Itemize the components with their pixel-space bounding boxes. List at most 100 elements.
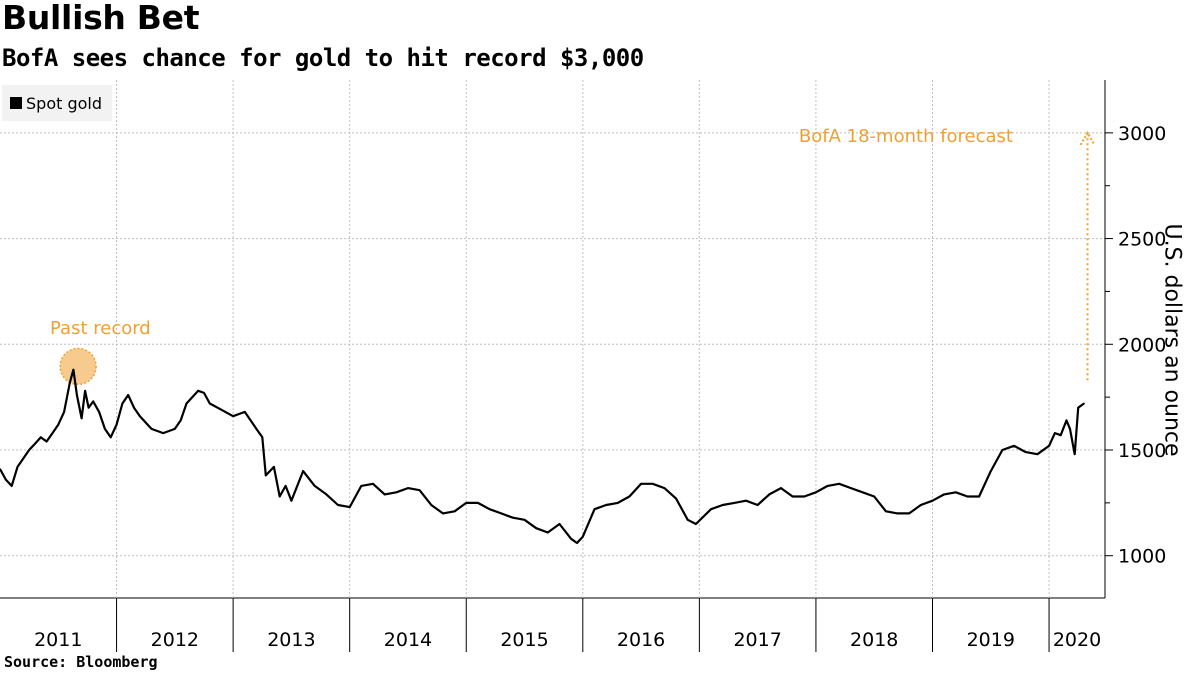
data-point <box>69 381 71 384</box>
data-point <box>838 483 841 485</box>
y-tick-label-2500: 2500 <box>1118 229 1166 251</box>
data-point <box>72 368 75 371</box>
x-tick-label-2014: 2014 <box>384 629 432 651</box>
data-point <box>92 400 95 403</box>
x-tick-label-2015: 2015 <box>500 629 548 651</box>
chart-subtitle: BofA sees chance for gold to hit record … <box>2 44 644 72</box>
forecast-arrow-head <box>1079 130 1096 146</box>
data-point <box>576 542 578 544</box>
data-point <box>628 495 631 498</box>
legend-label-spot-gold: Spot gold <box>26 93 103 113</box>
data-point <box>174 428 176 430</box>
data-point <box>133 406 135 409</box>
data-point <box>570 538 572 540</box>
data-point <box>488 508 491 511</box>
data-point <box>523 518 526 521</box>
data-point <box>978 495 980 498</box>
x-tick-label-2012: 2012 <box>151 629 199 651</box>
data-point <box>261 436 264 439</box>
data-point <box>57 423 60 426</box>
data-point <box>616 502 619 504</box>
data-point <box>920 504 922 506</box>
data-point <box>512 516 514 519</box>
data-point <box>243 411 246 413</box>
data-point <box>109 436 112 439</box>
data-point <box>51 432 54 434</box>
data-point <box>1069 428 1071 430</box>
data-point <box>663 487 666 489</box>
data-point <box>1083 402 1085 405</box>
data-point <box>1001 449 1004 451</box>
data-point <box>115 423 118 426</box>
data-point <box>686 518 689 521</box>
data-point <box>150 428 153 430</box>
data-point <box>1077 406 1079 409</box>
series-line-spot-gold <box>0 368 1085 545</box>
data-point <box>721 504 724 506</box>
data-point <box>791 495 794 498</box>
data-point <box>22 457 25 460</box>
data-point <box>39 436 42 439</box>
data-point <box>966 495 969 498</box>
data-point <box>1048 444 1050 447</box>
data-point <box>582 535 584 538</box>
data-point <box>255 428 258 430</box>
data-point <box>745 499 747 502</box>
data-point <box>76 394 78 396</box>
x-tick-label-2017: 2017 <box>733 629 781 651</box>
data-point <box>121 402 124 405</box>
data-point <box>593 508 596 511</box>
y-tick-label-3000: 3000 <box>1118 123 1166 145</box>
data-point <box>500 512 503 515</box>
data-point <box>477 502 479 504</box>
data-point <box>885 510 887 513</box>
data-point <box>442 512 444 515</box>
data-point <box>80 417 83 420</box>
data-point <box>34 442 36 445</box>
data-point <box>28 449 30 451</box>
data-point <box>896 512 899 515</box>
data-point <box>1054 432 1056 434</box>
data-point <box>337 504 339 506</box>
data-point <box>264 474 267 477</box>
data-point <box>733 502 736 504</box>
x-tick-label-2013: 2013 <box>267 629 315 651</box>
data-point <box>547 531 549 534</box>
data-point <box>407 487 409 489</box>
data-point <box>675 497 677 500</box>
data-point <box>558 523 561 525</box>
data-point <box>395 491 398 494</box>
x-tick-label-2019: 2019 <box>967 629 1015 651</box>
data-point <box>179 419 182 422</box>
data-point <box>1065 419 1068 422</box>
data-point <box>290 499 293 502</box>
data-point <box>372 483 374 485</box>
data-point <box>1059 434 1062 437</box>
data-point <box>695 523 697 525</box>
data-point <box>203 392 205 394</box>
data-point <box>325 493 328 496</box>
data-point <box>232 415 234 417</box>
data-point <box>850 487 852 489</box>
data-point <box>605 504 607 506</box>
data-point <box>313 485 316 487</box>
data-point <box>943 493 945 496</box>
data-point <box>651 483 654 485</box>
data-point <box>861 491 864 494</box>
x-tick-label-2016: 2016 <box>617 629 665 651</box>
data-point <box>139 415 141 417</box>
data-point <box>45 440 48 443</box>
data-point <box>710 508 712 511</box>
data-point <box>162 432 164 434</box>
data-point <box>104 428 106 430</box>
data-point <box>1013 444 1015 447</box>
data-point <box>10 485 13 487</box>
data-point <box>955 491 957 494</box>
data-point <box>465 502 468 504</box>
data-point <box>0 468 1 470</box>
data-point <box>284 485 287 487</box>
source-note: Source: Bloomberg <box>4 653 158 671</box>
data-point <box>360 485 363 487</box>
y-tick-label-1500: 1500 <box>1118 440 1166 462</box>
